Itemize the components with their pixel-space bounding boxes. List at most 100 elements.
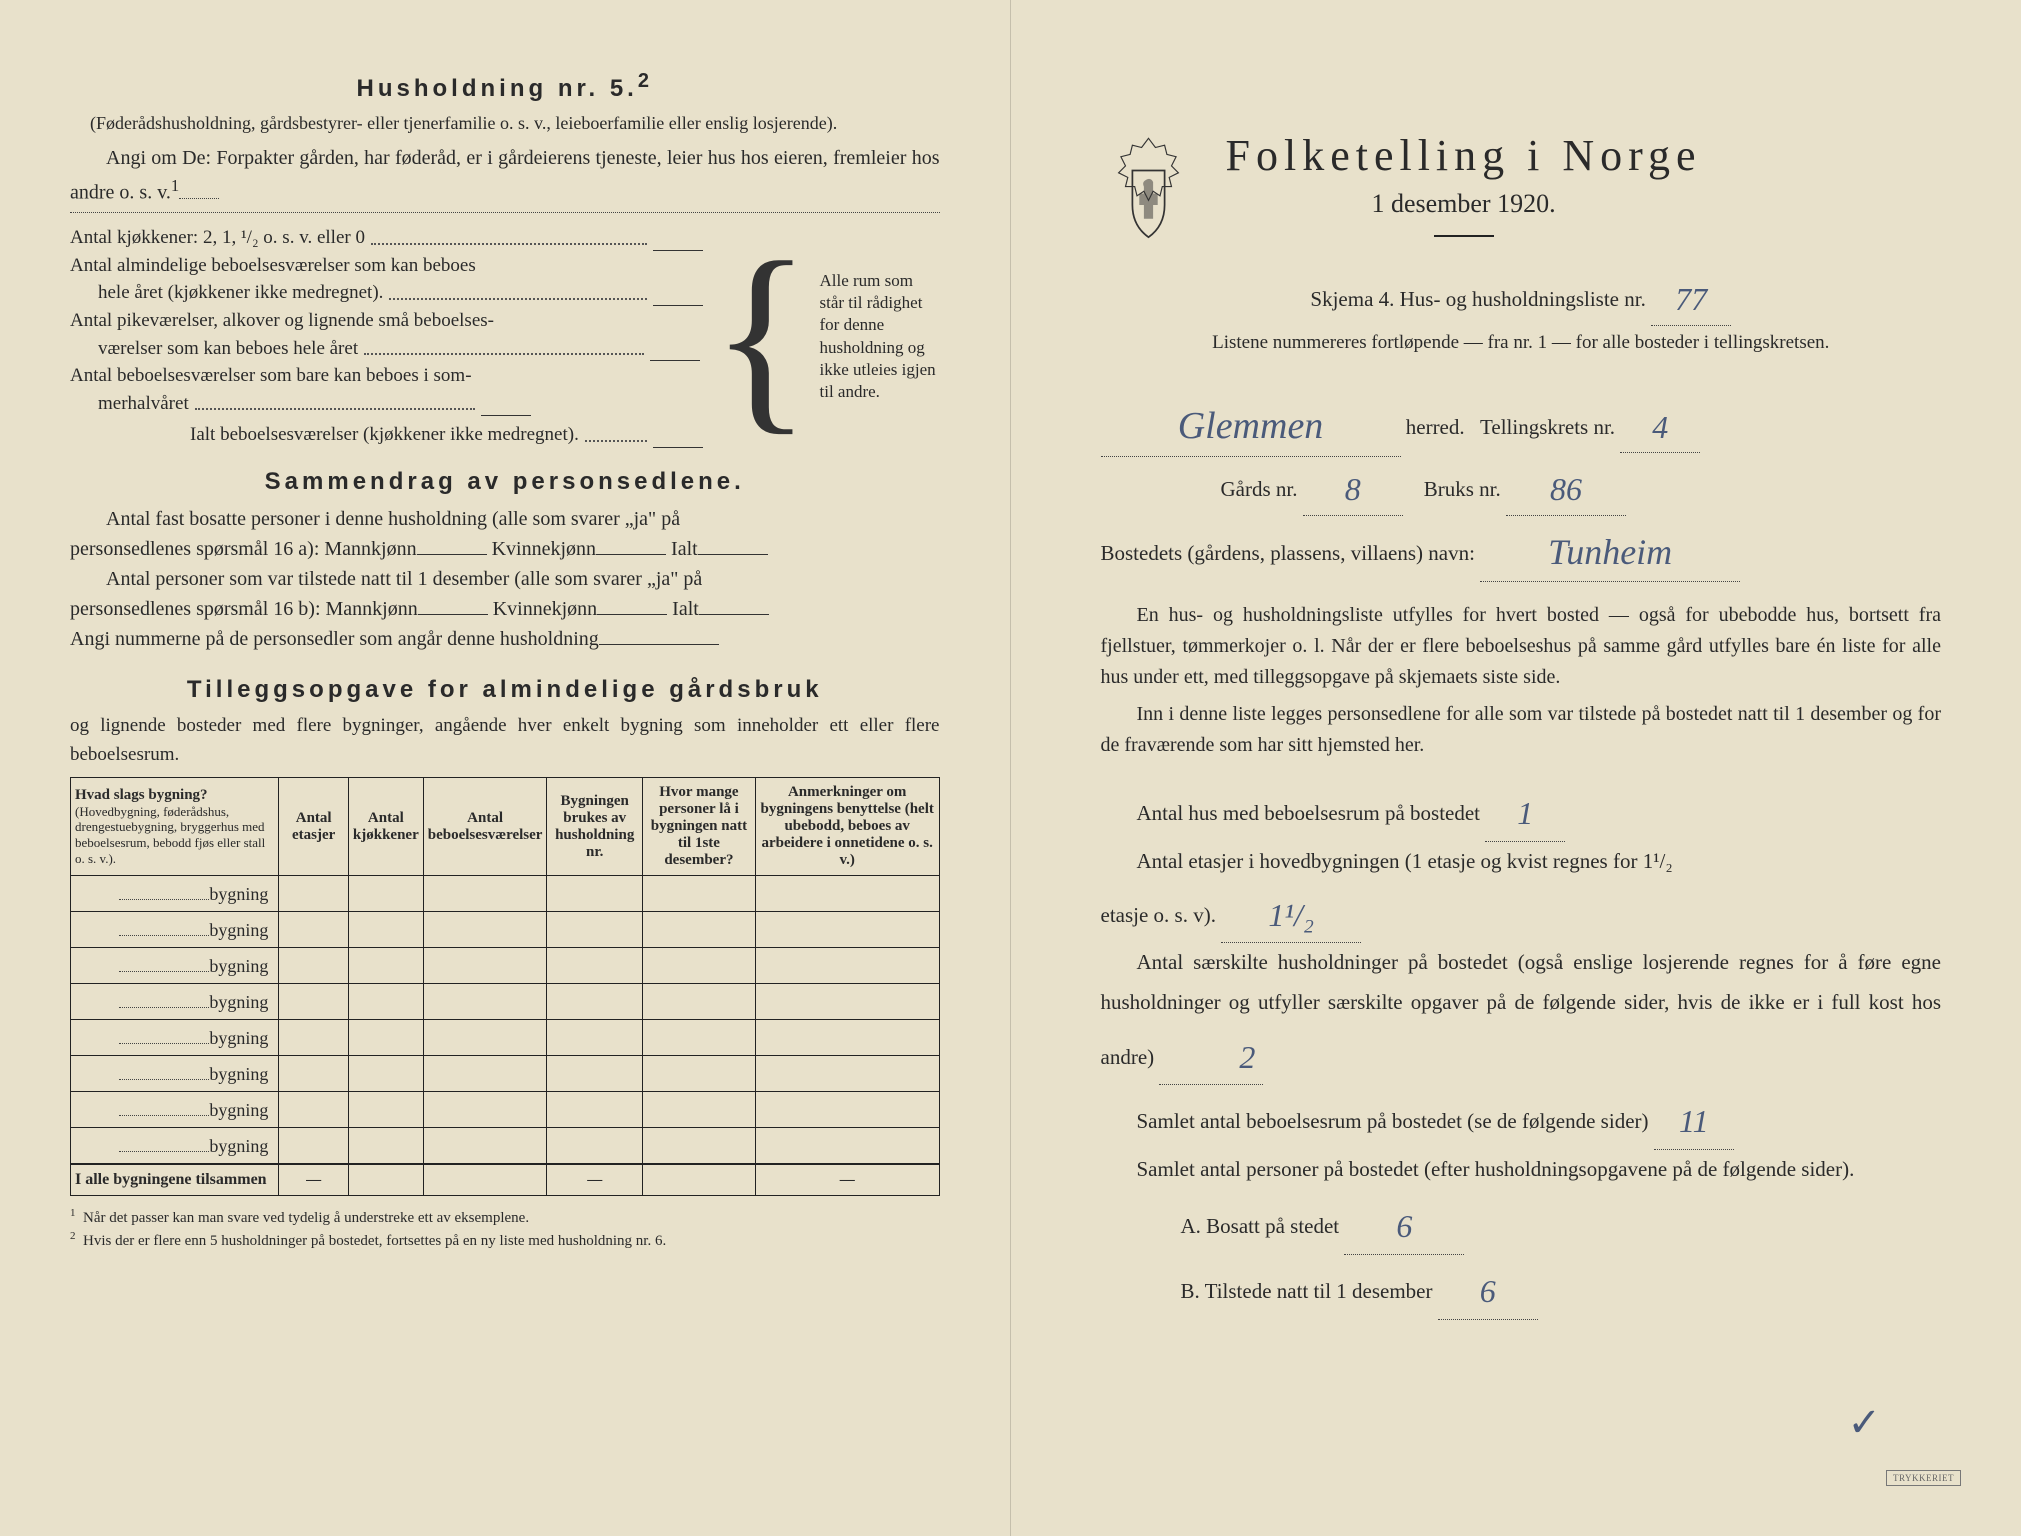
right-page: Folketelling i Norge 1 desember 1920. Sk… — [1011, 0, 2021, 1536]
table-row: bygning — [71, 948, 940, 984]
row-label: bygning — [209, 1064, 268, 1084]
f1-value: 1 — [1517, 781, 1533, 845]
row-label: bygning — [209, 1100, 268, 1120]
f1-label: Antal hus med beboelsesrum på bostedet — [1137, 801, 1481, 825]
summary-line1a: Antal fast bosatte personer i denne hush… — [70, 504, 940, 534]
th1a: Hvad slags bygning? — [75, 787, 274, 804]
table-row: bygning — [71, 876, 940, 912]
household-angi: Angi om De: Forpakter gården, har føderå… — [70, 143, 940, 208]
f2-row: Antal etasjer i hovedbygningen (1 etasje… — [1137, 842, 1942, 882]
f1-row: Antal hus med beboelsesrum på bostedet 1 — [1137, 777, 1942, 842]
household-angi-sup: 1 — [171, 176, 179, 195]
bosted-row: Bostedets (gårdens, plassens, villaens) … — [1101, 516, 1942, 582]
fB-row: B. Tilstede natt til 1 desember 6 — [1181, 1255, 1942, 1320]
skjema-value: 77 — [1675, 271, 1707, 329]
fB-label: B. Tilstede natt til 1 desember — [1181, 1279, 1433, 1303]
summary-line2a: Antal personer som var tilstede natt til… — [70, 564, 940, 594]
row-label: bygning — [209, 884, 268, 904]
fA-value: 6 — [1396, 1194, 1412, 1258]
herred-label: herred. — [1406, 415, 1465, 439]
row-label: bygning — [209, 920, 268, 940]
summary-line2b: personsedlenes spørsmål 16 b): Mannkjønn — [70, 598, 418, 620]
f3-row: Antal særskilte husholdninger på bostede… — [1101, 943, 1942, 1085]
table-row: bygning — [71, 1056, 940, 1092]
th1: Hvad slags bygning? (Hovedbygning, føder… — [71, 778, 279, 876]
room4b: merhalvåret — [98, 391, 189, 417]
room3b: værelser som kan beboes hele året — [98, 336, 358, 362]
brace-glyph: { — [711, 242, 812, 431]
blank — [119, 1026, 209, 1044]
left-page: Husholdning nr. 5.2 (Føderådshusholdning… — [0, 0, 1011, 1536]
room2-blank — [653, 287, 703, 306]
main-subtitle: 1 desember 1920. — [1226, 189, 1702, 219]
tillegg-heading: Tilleggsopgave for almindelige gårdsbruk — [70, 676, 940, 704]
brace-right-text: Alle rum som står til rådighet for denne… — [820, 270, 940, 403]
herred-value: Glemmen — [1178, 392, 1324, 460]
room2b: hele året (kjøkkener ikke medregnet). — [98, 280, 383, 306]
f5-row: Samlet antal personer på bostedet (efter… — [1101, 1150, 1942, 1190]
blank — [119, 954, 209, 972]
table-row: bygning — [71, 1020, 940, 1056]
household-heading-sup: 2 — [638, 70, 653, 92]
dash: — — [547, 1164, 643, 1196]
summary-ialt2: Ialt — [672, 598, 699, 620]
krets-value: 4 — [1652, 399, 1668, 457]
th2: Antal etasjer — [279, 778, 348, 876]
skjema-row: Skjema 4. Hus- og husholdningsliste nr. … — [1101, 267, 1942, 326]
household-heading: Husholdning nr. 5.2 — [70, 70, 940, 103]
blank — [119, 1098, 209, 1116]
gards-value: 8 — [1345, 461, 1361, 519]
leader — [371, 243, 647, 245]
summary-line2b-row: personsedlenes spørsmål 16 b): Mannkjønn… — [70, 594, 940, 624]
th6: Hvor mange personer lå i bygningen natt … — [642, 778, 755, 876]
summary-line1b: personsedlenes spørsmål 16 a): Mannkjønn — [70, 538, 417, 560]
blank — [699, 595, 769, 615]
printer-stamp: TRYKKERIET — [1886, 1470, 1961, 1486]
title-row: Folketelling i Norge 1 desember 1920. — [1101, 130, 1942, 257]
main-title: Folketelling i Norge — [1226, 130, 1702, 181]
f4-label: Samlet antal beboelsesrum på bostedet (s… — [1137, 1109, 1649, 1133]
fn1-row: 1 Når det passer kan man svare ved tydel… — [70, 1206, 940, 1229]
blank — [119, 990, 209, 1008]
th4: Antal beboelsesværelser — [423, 778, 547, 876]
summary-kvinne2: Kvinnekjønn — [493, 598, 597, 620]
fn2-row: 2 Hvis der er flere enn 5 husholdninger … — [70, 1229, 940, 1252]
fB-value: 6 — [1480, 1259, 1496, 1323]
blank — [119, 1134, 209, 1152]
summary-ialt: Ialt — [671, 538, 698, 560]
th3: Antal kjøkkener — [348, 778, 423, 876]
blank — [119, 1062, 209, 1080]
bosted-value: Tunheim — [1548, 520, 1672, 585]
crest-icon — [1101, 136, 1196, 251]
blank — [418, 595, 488, 615]
room3a: Antal pikeværelser, alkover og lignende … — [70, 308, 494, 334]
table-row: bygning — [71, 984, 940, 1020]
skjema-label: Skjema 4. Hus- og husholdningsliste nr. — [1310, 287, 1645, 311]
household-paren: (Føderådshusholdning, gårdsbestyrer- ell… — [90, 111, 940, 135]
fA-row: A. Bosatt på stedet 6 — [1181, 1190, 1942, 1255]
f4-value: 11 — [1679, 1089, 1709, 1153]
leader — [585, 440, 647, 442]
th7: Anmerkninger om bygningens benyttelse (h… — [755, 778, 939, 876]
herred-row: Glemmen herred. Tellingskrets nr. 4 — [1101, 388, 1942, 457]
rooms-block: Antal kjøkkener: 2, 1, ¹/₂ o. s. v. elle… — [70, 223, 940, 450]
th5: Bygningen brukes av husholdning nr. — [547, 778, 643, 876]
gards-row: Gårds nr. 8 Bruks nr. 86 — [1221, 457, 1942, 516]
summary-kvinne: Kvinnekjønn — [492, 538, 596, 560]
room-total-blank — [653, 429, 703, 448]
row-label: bygning — [209, 1028, 268, 1048]
blank — [417, 535, 487, 555]
fn2: Hvis der er flere enn 5 husholdninger på… — [83, 1233, 666, 1249]
blank — [698, 535, 768, 555]
krets-label: Tellingskrets nr. — [1480, 415, 1615, 439]
row-label: bygning — [209, 1136, 268, 1156]
tillegg-sub: og lignende bosteder med flere bygninger… — [70, 712, 940, 769]
angi-blank — [179, 179, 219, 199]
f2-value: 1¹/₂ — [1268, 885, 1314, 946]
table-row: bygning — [71, 1128, 940, 1165]
farm-tbody: bygning bygning bygning bygning bygning … — [71, 876, 940, 1196]
f2-row-b: etasje o. s. v). 1¹/₂ — [1101, 881, 1942, 943]
fn1: Når det passer kan man svare ved tydelig… — [83, 1210, 529, 1226]
title-block: Folketelling i Norge 1 desember 1920. — [1226, 130, 1702, 257]
room3-blank — [650, 342, 700, 361]
